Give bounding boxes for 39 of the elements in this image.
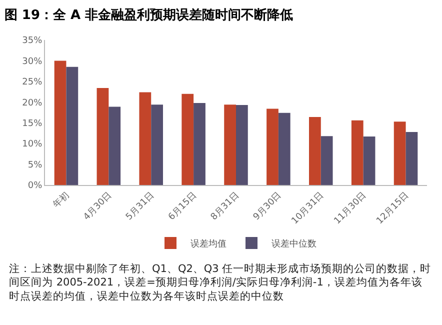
bar [182, 94, 194, 185]
bar [139, 92, 152, 185]
y-tick-label: 20% [22, 98, 43, 108]
x-tick-label: 8月31日 [209, 190, 242, 222]
x-tick-label: 5月31日 [124, 190, 156, 222]
bar [108, 106, 121, 185]
bar [54, 60, 66, 185]
x-tick-label: 6月15日 [166, 190, 199, 222]
bar [309, 117, 321, 185]
bar [96, 88, 109, 185]
x-tick-label: 11月30日 [332, 190, 369, 227]
chart-title: 图 19：全 A 非金融盈利预期误差随时间不断降低 [4, 6, 294, 23]
bar [351, 120, 364, 185]
legend-label: 误差中位数 [272, 238, 316, 250]
bar [66, 66, 78, 185]
bar [363, 136, 376, 185]
y-tick-label: 35% [22, 36, 43, 46]
x-tick-label: 12月15日 [375, 190, 412, 227]
y-tick-label: 30% [22, 56, 43, 67]
x-tick-label: 10月31日 [290, 190, 326, 227]
bar [266, 108, 278, 185]
bar [236, 105, 248, 185]
y-tick-label: 0% [28, 181, 43, 192]
y-tick-label: 25% [22, 78, 43, 88]
bar [406, 132, 418, 185]
x-tick-label: 9月30日 [252, 190, 284, 222]
legend-label: 误差均值 [190, 238, 226, 250]
bar [194, 102, 206, 185]
y-tick-label: 15% [22, 119, 43, 130]
bar [278, 112, 290, 185]
y-tick-label: 5% [28, 160, 43, 170]
bar [394, 122, 406, 185]
bar [320, 136, 333, 185]
bar [224, 104, 236, 185]
text: 注：上述数据中剔除了年初、Q1、Q2、Q3 任一时期未形成市场预期的公司的数据，时间区间为 2005-2021，误差=预期归母净利润/实际归母净利润-1，误差均值为各年该时点误差的均值，误差中位数为各年该时点误差的中位数 [9, 262, 432, 302]
y-tick-label: 10% [22, 140, 43, 150]
x-tick-label: 4月30日 [82, 190, 114, 222]
bar [151, 104, 163, 185]
x-tick-label: 年初 [51, 190, 72, 210]
